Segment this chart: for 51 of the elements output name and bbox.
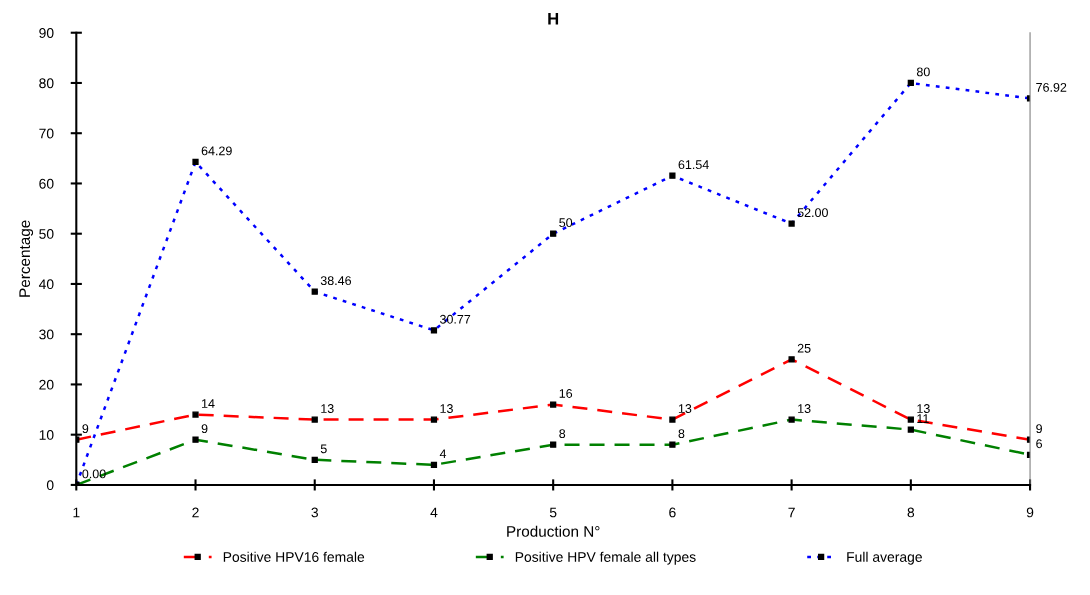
data-label: 6 [1036, 439, 1043, 449]
data-label: 8 [559, 429, 566, 439]
y-tick-label: 70 [39, 128, 54, 139]
x-tick-label: 3 [311, 507, 318, 518]
data-label: 76.92 [1036, 82, 1067, 92]
x-tick-label: 2 [192, 507, 199, 518]
data-label: 80 [916, 67, 930, 77]
data-label: 9 [1036, 424, 1042, 434]
legend-label: Positive HPV16 female [223, 551, 365, 562]
x-tick-label: 9 [1026, 507, 1034, 518]
data-label: 14 [202, 399, 215, 408]
legend-label: Full average [847, 551, 922, 565]
data-label: 16 [559, 389, 573, 398]
data-label: 13 [440, 404, 453, 413]
y-tick-label: 90 [39, 28, 54, 38]
x-tick-label: 1 [73, 507, 80, 518]
chart-title: H [548, 12, 559, 25]
data-label: 4 [439, 449, 447, 459]
x-tick-label: 7 [788, 507, 795, 518]
y-tick-label: 40 [38, 279, 54, 290]
data-label: 0.00 [82, 469, 106, 479]
x-tick-label: 4 [430, 507, 438, 518]
y-tick-label: 30 [39, 329, 54, 340]
x-tick-label: 5 [549, 507, 557, 518]
data-label: 9 [82, 424, 89, 434]
y-tick-label: 10 [39, 430, 54, 440]
legend-label: Positive HPV female all types [515, 551, 696, 565]
data-label: 13 [917, 404, 930, 413]
y-axis-title: Percentage [19, 220, 34, 297]
data-label: 25 [797, 343, 811, 353]
data-label: 11 [917, 414, 929, 423]
data-label: 13 [321, 404, 334, 413]
data-label: 9 [201, 424, 208, 434]
y-tick-label: 20 [39, 379, 54, 390]
data-label: 13 [678, 404, 692, 413]
data-label: 61.54 [678, 160, 709, 170]
data-label: 64.29 [201, 146, 232, 156]
data-label: 30.77 [439, 314, 471, 324]
x-tick-label: 8 [907, 507, 915, 518]
y-tick-label: 50 [39, 229, 54, 239]
x-axis-title: Production N° [507, 525, 600, 537]
x-tick-label: 6 [669, 507, 676, 518]
data-label: 52.00 [797, 208, 828, 218]
data-label: 5 [320, 444, 327, 454]
y-tick-label: 80 [39, 78, 54, 89]
y-tick-label: 60 [39, 178, 54, 189]
data-label: 8 [678, 429, 685, 439]
y-tick-label: 0 [46, 480, 54, 491]
data-label: 38.46 [320, 276, 352, 286]
data-label: 13 [798, 404, 811, 413]
data-label: 50 [559, 218, 573, 228]
